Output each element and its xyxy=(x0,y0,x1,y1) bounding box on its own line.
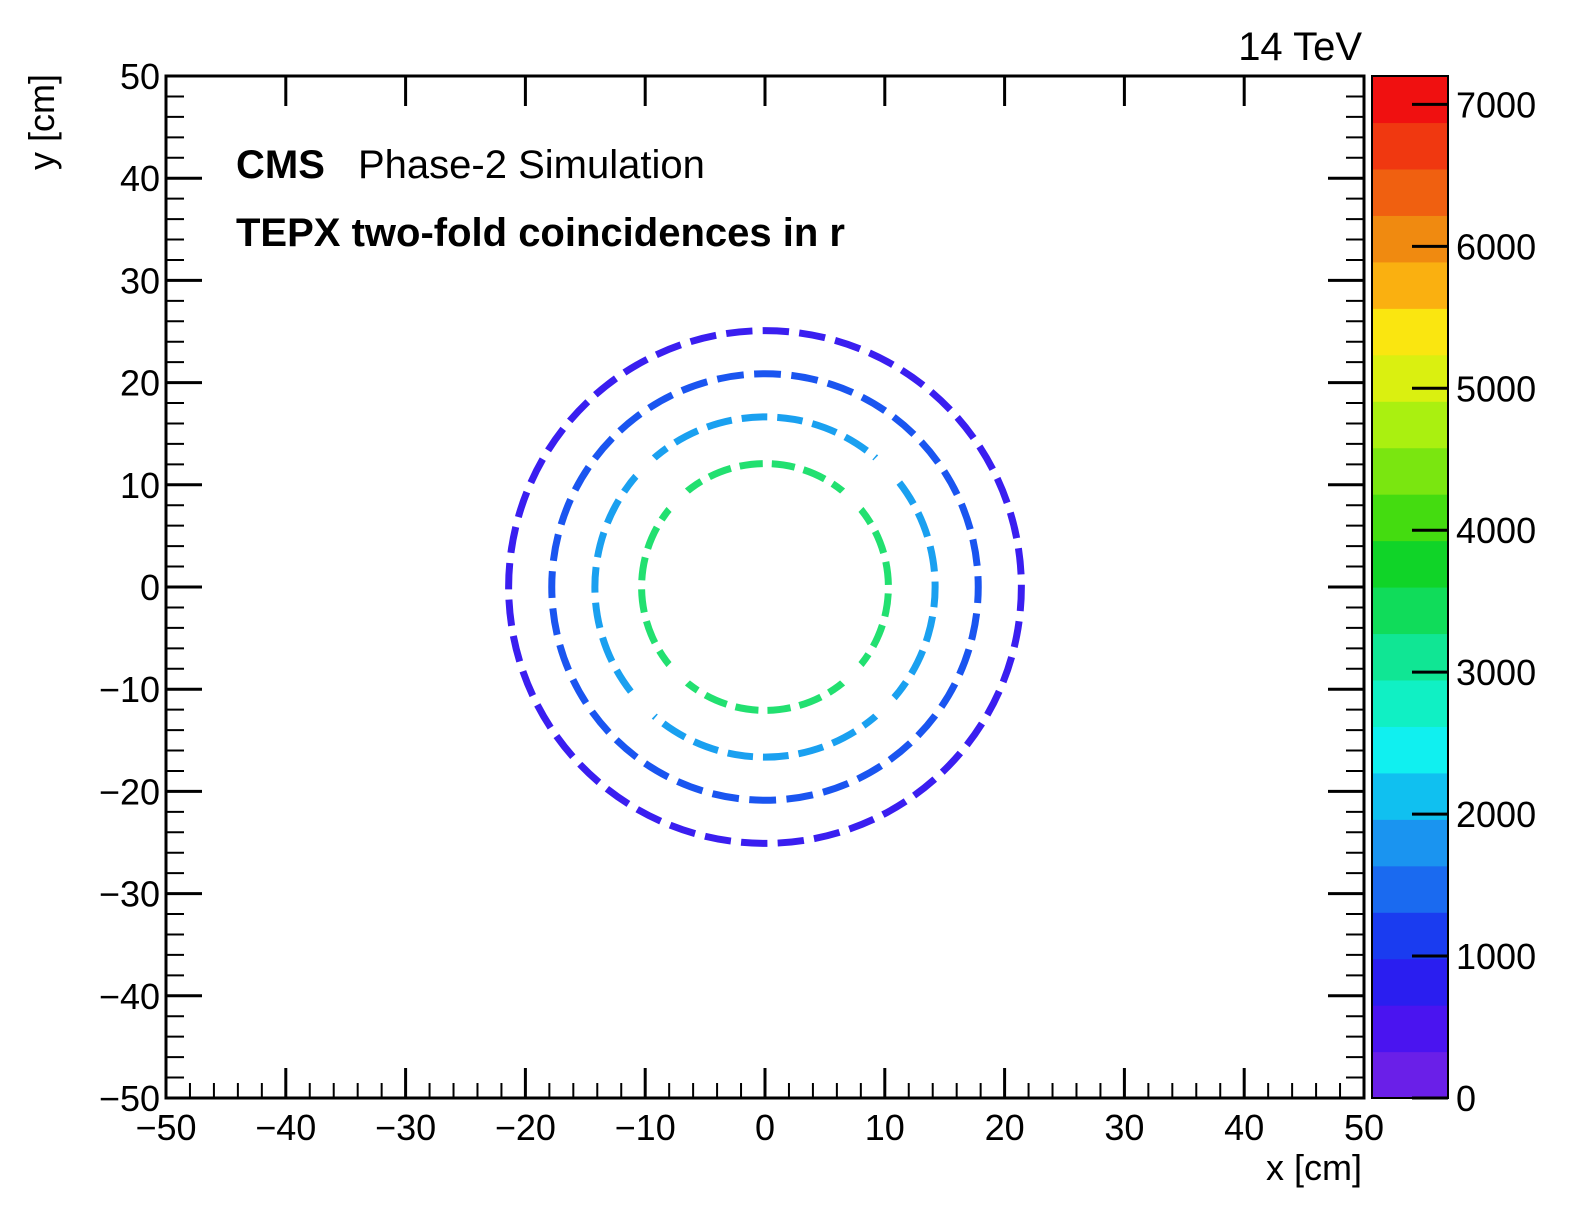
x-tick-label: 50 xyxy=(1344,1107,1384,1148)
colorbar-band xyxy=(1372,958,1448,1006)
y-tick-label: 0 xyxy=(140,567,160,608)
colorbar-band xyxy=(1372,587,1448,635)
ring-2 xyxy=(591,413,939,761)
y-tick-label: −10 xyxy=(99,669,160,710)
x-tick-label: 10 xyxy=(865,1107,905,1148)
colorbar-band xyxy=(1372,401,1448,449)
y-tick-label: 10 xyxy=(120,465,160,506)
x-tick-label: −30 xyxy=(375,1107,436,1148)
module-gap-3 xyxy=(616,654,698,736)
colorbar-tick-label: 0 xyxy=(1456,1078,1476,1119)
module-gap-2 xyxy=(616,438,698,520)
colorbar-band xyxy=(1372,76,1448,124)
colorbar-band xyxy=(1372,447,1448,495)
ring-3 xyxy=(548,370,982,804)
colorbar-band xyxy=(1372,215,1448,263)
colorbar-band xyxy=(1372,1051,1448,1099)
x-tick-label: 0 xyxy=(755,1107,775,1148)
y-tick-label: 40 xyxy=(120,158,160,199)
colorbar-band xyxy=(1372,865,1448,913)
colorbar-band xyxy=(1372,1005,1448,1053)
colorbar-tick-label: 3000 xyxy=(1456,652,1536,693)
colorbar-band xyxy=(1372,494,1448,542)
y-tick-label: 20 xyxy=(120,363,160,404)
colorbar-band xyxy=(1372,168,1448,216)
colorbar-band xyxy=(1372,679,1448,727)
colorbar-tick-label: 4000 xyxy=(1456,510,1536,551)
x-tick-label: 30 xyxy=(1104,1107,1144,1148)
energy-label: 14 TeV xyxy=(1238,25,1362,69)
y-axis-title: y [cm] xyxy=(21,74,62,170)
module-gap-1 xyxy=(832,438,914,520)
colorbar-border xyxy=(1371,75,1449,1099)
colorbar-band xyxy=(1372,540,1448,588)
colorbar-tick-label: 5000 xyxy=(1456,368,1536,409)
ring-layer xyxy=(505,327,1025,847)
x-tick-label: 20 xyxy=(985,1107,1025,1148)
x-tick-label: 40 xyxy=(1224,1107,1264,1148)
subtitle-label: TEPX two-fold coincidences in r xyxy=(236,211,845,255)
colorbar-tick-label: 1000 xyxy=(1456,936,1536,977)
y-tick-label: −50 xyxy=(99,1078,160,1119)
colorbar-band xyxy=(1372,261,1448,309)
colorbar-band xyxy=(1372,772,1448,820)
module-gap-4 xyxy=(832,654,914,736)
x-axis: −50 −40 −30 −20 −10 0 10 20 30 40 50 xyxy=(135,76,1384,1148)
y-tick-label: 50 xyxy=(120,56,160,97)
colorbar: 0 1000 2000 3000 4000 5000 6000 7000 xyxy=(1371,75,1536,1119)
colorbar-band xyxy=(1372,122,1448,170)
y-axis: −50 −40 −30 −20 −10 0 10 20 30 40 50 xyxy=(99,56,1364,1119)
x-tick-label: −20 xyxy=(495,1107,556,1148)
colorbar-band xyxy=(1372,354,1448,402)
experiment-label: CMS xyxy=(236,143,325,187)
colorbar-tick-label: 2000 xyxy=(1456,794,1536,835)
colorbar-band xyxy=(1372,726,1448,774)
y-tick-label: −30 xyxy=(99,874,160,915)
status-label: Phase-2 Simulation xyxy=(358,143,705,187)
colorbar-tick-label: 6000 xyxy=(1456,226,1536,267)
colorbar-tick-label: 7000 xyxy=(1456,84,1536,125)
colorbar-band xyxy=(1372,912,1448,960)
y-tick-label: −20 xyxy=(99,771,160,812)
x-tick-label: −10 xyxy=(615,1107,676,1148)
ring-4 xyxy=(505,327,1025,847)
x-tick-label: −50 xyxy=(135,1107,196,1148)
colorbar-band xyxy=(1372,819,1448,867)
x-tick-label: −40 xyxy=(255,1107,316,1148)
y-tick-label: −40 xyxy=(99,976,160,1017)
x-axis-title: x [cm] xyxy=(1266,1147,1362,1188)
y-tick-label: 30 xyxy=(120,260,160,301)
colorbar-band xyxy=(1372,308,1448,356)
ring-1 xyxy=(638,460,892,714)
